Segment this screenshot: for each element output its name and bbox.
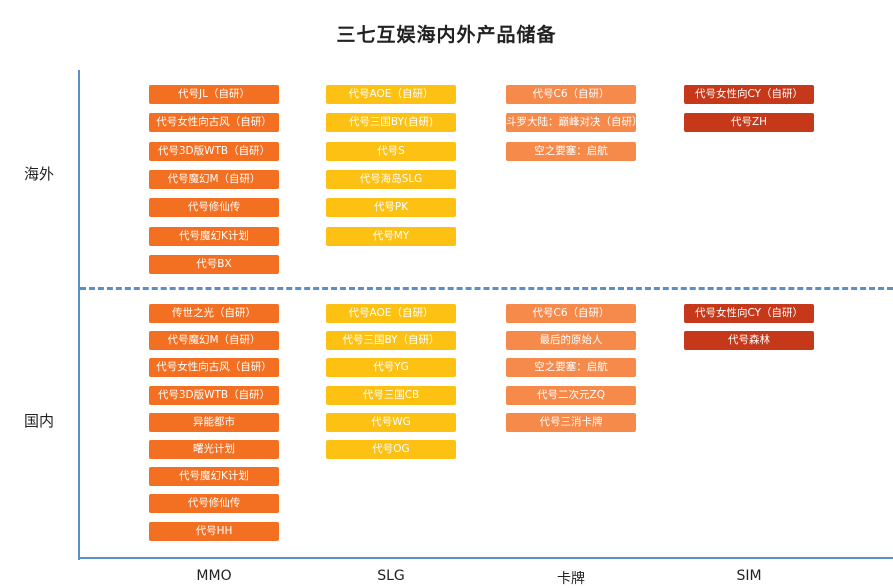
vertical-axis xyxy=(78,70,80,560)
domestic-mmo-product-box: 异能都市 xyxy=(149,412,279,432)
domestic-mmo-product-box: 代号3D版WTB（自研） xyxy=(149,385,279,405)
domestic-mmo-product-box: 代号魔幻K计划 xyxy=(149,467,279,487)
domestic-slg-product-box: 代号YG xyxy=(326,358,456,378)
overseas-slg-product-box: 代号PK xyxy=(326,198,456,218)
chart-title: 三七互娱海内外产品储备 xyxy=(336,24,557,46)
column-label-mmo: MMO xyxy=(196,568,232,584)
domestic-slg-product-box: 代号三国BY（自研） xyxy=(326,331,456,351)
overseas-slg-product-box: 代号S xyxy=(326,141,456,161)
overseas-card-product-box: 斗罗大陆：巅峰对决（自研） xyxy=(506,113,636,133)
column-label-sim: SIM xyxy=(736,568,762,584)
column-label-card: 卡牌 xyxy=(557,571,585,587)
domestic-mmo-product-box: 代号修仙传 xyxy=(149,494,279,514)
domestic-slg-product-box: 代号AOE（自研） xyxy=(326,304,456,323)
domestic-mmo-product-box: 代号女性向古风（自研） xyxy=(149,358,279,378)
row-label-overseas: 海外 xyxy=(24,165,55,183)
overseas-mmo-product-box: 代号JL（自研） xyxy=(149,85,279,104)
domestic-card-product-box: 代号C6（自研） xyxy=(506,304,636,323)
overseas-sim-product-box: 代号ZH xyxy=(684,113,814,133)
domestic-card-product-box: 空之要塞：启航 xyxy=(506,358,636,378)
domestic-slg-product-box: 代号OG xyxy=(326,440,456,459)
domestic-card-product-box: 代号二次元ZQ xyxy=(506,385,636,405)
domestic-card-product-box: 代号三消卡牌 xyxy=(506,412,636,432)
domestic-slg-product-box: 代号三国CB xyxy=(326,385,456,405)
domestic-mmo-product-box: 代号魔幻M（自研） xyxy=(149,331,279,351)
overseas-mmo-product-box: 代号魔幻K计划 xyxy=(149,226,279,246)
overseas-slg-product-box: 代号MY xyxy=(326,226,456,246)
overseas-card-product-box: 空之要塞：启航 xyxy=(506,141,636,161)
row-label-domestic: 国内 xyxy=(24,412,55,430)
overseas-mmo-product-box: 代号3D版WTB（自研） xyxy=(149,141,279,161)
domestic-slg-product-box: 代号WG xyxy=(326,412,456,432)
overseas-sim-product-box: 代号女性向CY（自研） xyxy=(684,85,814,104)
domestic-card-product-box: 最后的原始人 xyxy=(506,331,636,351)
overseas-slg-product-box: 代号三国BY(自研) xyxy=(326,113,456,133)
domestic-mmo-product-box: 曙光计划 xyxy=(149,440,279,459)
column-label-slg: SLG xyxy=(377,568,405,584)
overseas-slg-product-box: 代号AOE（自研） xyxy=(326,85,456,104)
region-divider xyxy=(80,287,893,290)
overseas-mmo-product-box: 代号BX xyxy=(149,254,279,274)
domestic-mmo-product-box: 传世之光（自研） xyxy=(149,304,279,323)
overseas-mmo-product-box: 代号魔幻M（自研） xyxy=(149,169,279,189)
overseas-slg-product-box: 代号海岛SLG xyxy=(326,169,456,189)
domestic-sim-product-box: 代号女性向CY（自研） xyxy=(684,304,814,323)
domestic-sim-product-box: 代号森林 xyxy=(684,331,814,351)
overseas-mmo-product-box: 代号修仙传 xyxy=(149,198,279,218)
overseas-card-product-box: 代号C6（自研） xyxy=(506,85,636,104)
horizontal-axis xyxy=(78,557,893,559)
domestic-mmo-product-box: 代号HH xyxy=(149,521,279,541)
overseas-mmo-product-box: 代号女性向古风（自研） xyxy=(149,113,279,133)
